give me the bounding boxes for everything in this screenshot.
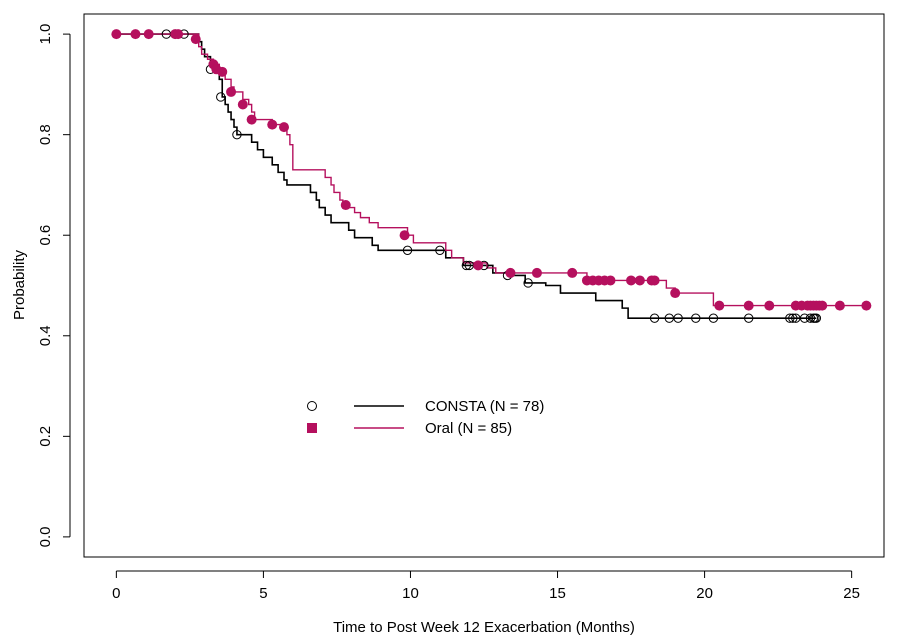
- oral-censor-point: [473, 260, 484, 271]
- oral-censor-point: [279, 122, 289, 133]
- consta-censor-point: [523, 278, 533, 288]
- consta-censor-point: [461, 260, 472, 271]
- censor-markers: [111, 29, 872, 323]
- oral-censor-point: [605, 275, 616, 286]
- consta-censor-point: [435, 245, 445, 256]
- x-tick-label: 25: [843, 585, 860, 602]
- oral-censor-point: [714, 300, 725, 311]
- oral-censor-point: [226, 86, 237, 97]
- oral-censor-point: [764, 300, 775, 311]
- oral-censor-point: [173, 29, 184, 40]
- legend-label-oral: Oral (N = 85): [425, 420, 512, 437]
- oral-censor-point: [143, 29, 154, 40]
- oral-censor-point: [237, 99, 248, 110]
- oral-censor-point: [834, 300, 845, 311]
- y-tick-label: 1.0: [37, 24, 54, 45]
- consta-censor-point: [216, 92, 226, 102]
- consta-censor-point: [785, 313, 795, 323]
- consta-censor-point: [402, 245, 413, 256]
- x-axis-title: Time to Post Week 12 Exacerbation (Month…: [333, 619, 635, 636]
- y-tick-label: 0.8: [37, 124, 54, 145]
- y-axis-title: Probability: [11, 249, 28, 320]
- oral-curve: [116, 33, 867, 307]
- consta-censor-point: [673, 313, 683, 323]
- consta-censor-point: [708, 313, 719, 323]
- consta-censor-point: [649, 313, 660, 323]
- legend-marker-oral: [307, 423, 317, 433]
- legend-marker-consta: [307, 401, 317, 411]
- oral-censor-point: [111, 29, 122, 40]
- plot-frame: [83, 13, 885, 558]
- consta-censor-point: [691, 313, 701, 323]
- oral-censor-point: [340, 200, 351, 211]
- y-tick-label: 0.4: [37, 325, 54, 346]
- oral-censor-point: [505, 267, 516, 278]
- x-tick-label: 5: [259, 585, 267, 602]
- legend-label-consta: CONSTA (N = 78): [425, 398, 544, 415]
- consta-censor-point: [811, 313, 822, 323]
- x-tick-label: 0: [112, 585, 120, 602]
- oral-censor-point: [670, 288, 681, 299]
- oral-censor-point: [190, 34, 201, 45]
- oral-censor-point: [649, 275, 660, 286]
- oral-censor-point: [567, 267, 578, 278]
- consta-censor-point: [805, 313, 816, 323]
- oral-censor-point: [817, 300, 828, 311]
- consta-censor-point: [232, 129, 242, 140]
- oral-censor-point: [130, 29, 141, 40]
- y-tick-label: 0.6: [37, 225, 54, 246]
- x-tick-label: 15: [549, 585, 566, 602]
- oral-censor-point: [217, 66, 228, 77]
- x-tick-label: 20: [696, 585, 713, 602]
- consta-censor-point: [788, 313, 798, 323]
- survival-curves: [116, 33, 867, 319]
- oral-censor-point: [634, 275, 645, 286]
- legend: CONSTA (N = 78) Oral (N = 85): [307, 398, 544, 437]
- oral-censor-point: [267, 119, 278, 130]
- y-tick-label: 0.0: [37, 526, 54, 547]
- y-tick-label: 0.2: [37, 426, 54, 447]
- oral-censor-point: [246, 114, 257, 125]
- oral-censor-point: [743, 300, 754, 311]
- oral-censor-point: [531, 267, 542, 278]
- x-axis: 0 5 10 15 20 25: [112, 570, 860, 602]
- y-axis: 0.0 0.2 0.4 0.6 0.8 1.0: [37, 24, 71, 547]
- oral-censor-point: [861, 300, 872, 311]
- consta-censor-point: [744, 313, 754, 323]
- oral-censor-point: [399, 230, 410, 241]
- x-tick-label: 10: [402, 585, 419, 602]
- oral-censor-point: [626, 275, 637, 286]
